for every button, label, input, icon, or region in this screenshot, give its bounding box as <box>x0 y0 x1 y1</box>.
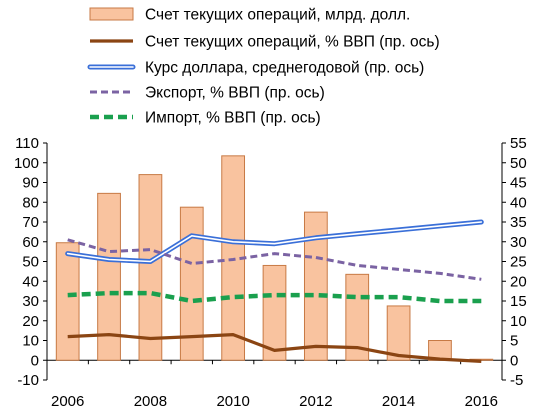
left-tick-label: 0 <box>31 352 39 369</box>
x-tick-label: 2006 <box>51 393 84 410</box>
right-tick-label: 40 <box>510 194 527 211</box>
legend-label: Счет текущих операций, % ВВП (пр. ось) <box>145 34 440 51</box>
lines <box>65 219 484 363</box>
left-tick-label: 70 <box>22 214 39 231</box>
right-tick-label: 0 <box>510 352 518 369</box>
bar-2012 <box>303 211 328 361</box>
left-tick-label: 20 <box>22 313 39 330</box>
series-line-0 <box>67 333 482 363</box>
axes: -10 0 10 20 30 40 50 60 70 80 90 100 110 -5 0 5 10 15 20 25… <box>14 135 527 410</box>
right-tick-label: 15 <box>510 293 527 310</box>
left-tick-label: 80 <box>22 194 39 211</box>
right-tick-label: 5 <box>510 333 518 350</box>
left-tick-label: 60 <box>22 234 39 251</box>
right-tick-label: -5 <box>510 372 523 389</box>
left-tick-label: 110 <box>15 135 39 152</box>
left-tick-label: 10 <box>22 333 39 350</box>
legend: Счет текущих операций, млрд. долл. Счет т… <box>87 7 440 127</box>
bar-2009 <box>179 206 204 361</box>
bars <box>55 155 494 361</box>
bar-2014 <box>386 305 411 361</box>
bar-2007 <box>97 192 121 361</box>
right-tick-label: 30 <box>510 234 527 251</box>
left-tick-label: 100 <box>14 155 39 172</box>
bar-2008 <box>138 174 163 361</box>
left-tick-label: -10 <box>17 372 39 389</box>
x-tick-label: 2010 <box>216 393 249 410</box>
left-tick-label: 50 <box>22 254 39 271</box>
right-tick-label: 10 <box>510 313 527 330</box>
x-tick-label: 2008 <box>134 393 167 410</box>
left-tick-label: 90 <box>22 175 39 192</box>
legend-label: Импорт, % ВВП (пр. ось) <box>145 110 321 127</box>
right-tick-label: 55 <box>510 135 527 152</box>
x-tick-label: 2012 <box>299 393 332 410</box>
series-line-1-inner <box>66 221 483 263</box>
x-tick-label: 2014 <box>382 393 415 410</box>
legend-label: Курс доллара, среднегодовой (пр. ось) <box>145 60 424 77</box>
bar-2011 <box>262 264 287 361</box>
series-line-2 <box>67 238 482 281</box>
left-tick-label: 40 <box>22 273 39 290</box>
legend-label: Экспорт, % ВВП (пр. ось) <box>145 85 325 102</box>
legend-swatch-bar <box>89 7 134 21</box>
legend-label: Счет текущих операций, млрд. долл. <box>145 7 410 24</box>
right-tick-label: 20 <box>510 273 527 290</box>
left-tick-label: 30 <box>22 293 39 310</box>
right-tick-label: 35 <box>510 214 527 231</box>
right-tick-label: 25 <box>510 254 527 271</box>
right-tick-label: 50 <box>510 155 527 172</box>
x-tick-label: 2016 <box>465 393 498 410</box>
right-tick-label: 45 <box>510 175 527 192</box>
bar-2006 <box>55 242 80 361</box>
